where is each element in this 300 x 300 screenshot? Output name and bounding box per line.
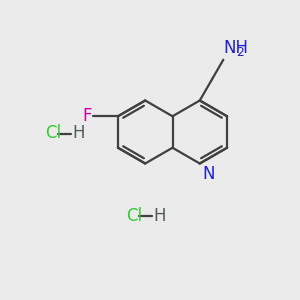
Text: Cl: Cl (45, 124, 61, 142)
Text: NH: NH (223, 39, 248, 57)
Text: H: H (154, 207, 166, 225)
Text: 2: 2 (236, 46, 244, 59)
Text: N: N (202, 165, 215, 183)
Text: H: H (73, 124, 85, 142)
Text: F: F (82, 107, 92, 125)
Text: Cl: Cl (126, 207, 142, 225)
